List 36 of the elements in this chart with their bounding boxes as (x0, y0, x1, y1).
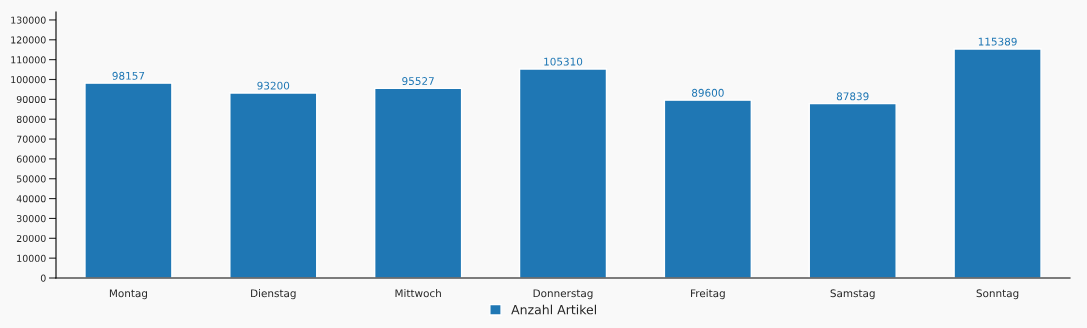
bar (229, 92, 318, 278)
y-tick-label: 80000 (16, 115, 46, 123)
x-tick-label: Freitag (691, 289, 725, 300)
y-tick-label: 0 (40, 274, 46, 282)
y-tick-label: 120000 (11, 36, 46, 44)
data-label: 95527 (402, 77, 434, 85)
y-tick-label: 100000 (11, 76, 46, 84)
y-tick-label: 60000 (16, 155, 46, 163)
y-tick-label: 50000 (16, 175, 46, 183)
y-tick-label: 110000 (11, 56, 46, 64)
data-label: 89600 (691, 88, 724, 97)
bar (808, 102, 897, 278)
y-tick-label: 70000 (17, 135, 46, 143)
data-label: 93200 (257, 81, 290, 90)
y-tick-label: 10000 (17, 254, 46, 262)
y-tick-label: 30000 (16, 215, 46, 223)
data-label: 98157 (112, 71, 145, 80)
bar (953, 48, 1042, 278)
x-tick-label: Sonntag (976, 289, 1019, 300)
x-tick-label: Dienstag (251, 289, 296, 300)
y-tick-label: 130000 (11, 16, 46, 24)
y-tick-label: 40000 (16, 195, 46, 203)
data-label: 105310 (544, 57, 583, 66)
y-tick-label: 20000 (16, 234, 46, 243)
bar (373, 87, 463, 278)
data-label: 115389 (978, 37, 1017, 46)
x-tick-label: Donnerstag (533, 289, 593, 300)
bar (663, 99, 753, 278)
y-tick-label: 90000 (16, 95, 46, 104)
x-tick-label: Mittwoch (395, 289, 441, 298)
legend-label: Anzahl Artikel (511, 304, 596, 315)
bar (518, 68, 608, 278)
x-tick-label: Samstag (830, 289, 875, 300)
bar (84, 82, 173, 278)
x-tick-label: Montag (109, 289, 147, 300)
data-label: 87839 (836, 92, 869, 101)
